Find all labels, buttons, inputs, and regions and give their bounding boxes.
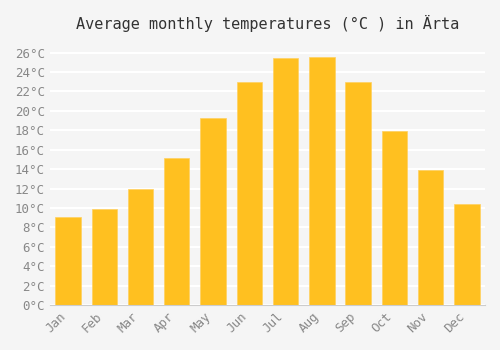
Bar bbox=[382, 131, 407, 305]
Bar bbox=[418, 170, 444, 305]
Bar bbox=[164, 159, 190, 305]
Bar bbox=[273, 58, 298, 305]
Bar bbox=[309, 57, 334, 305]
Bar bbox=[92, 209, 117, 305]
Bar bbox=[346, 82, 371, 305]
Bar bbox=[56, 217, 80, 305]
Bar bbox=[454, 204, 479, 305]
Title: Average monthly temperatures (°C ) in Ärta: Average monthly temperatures (°C ) in Är… bbox=[76, 15, 459, 32]
Bar bbox=[128, 189, 153, 305]
Bar bbox=[236, 82, 262, 305]
Bar bbox=[200, 118, 226, 305]
